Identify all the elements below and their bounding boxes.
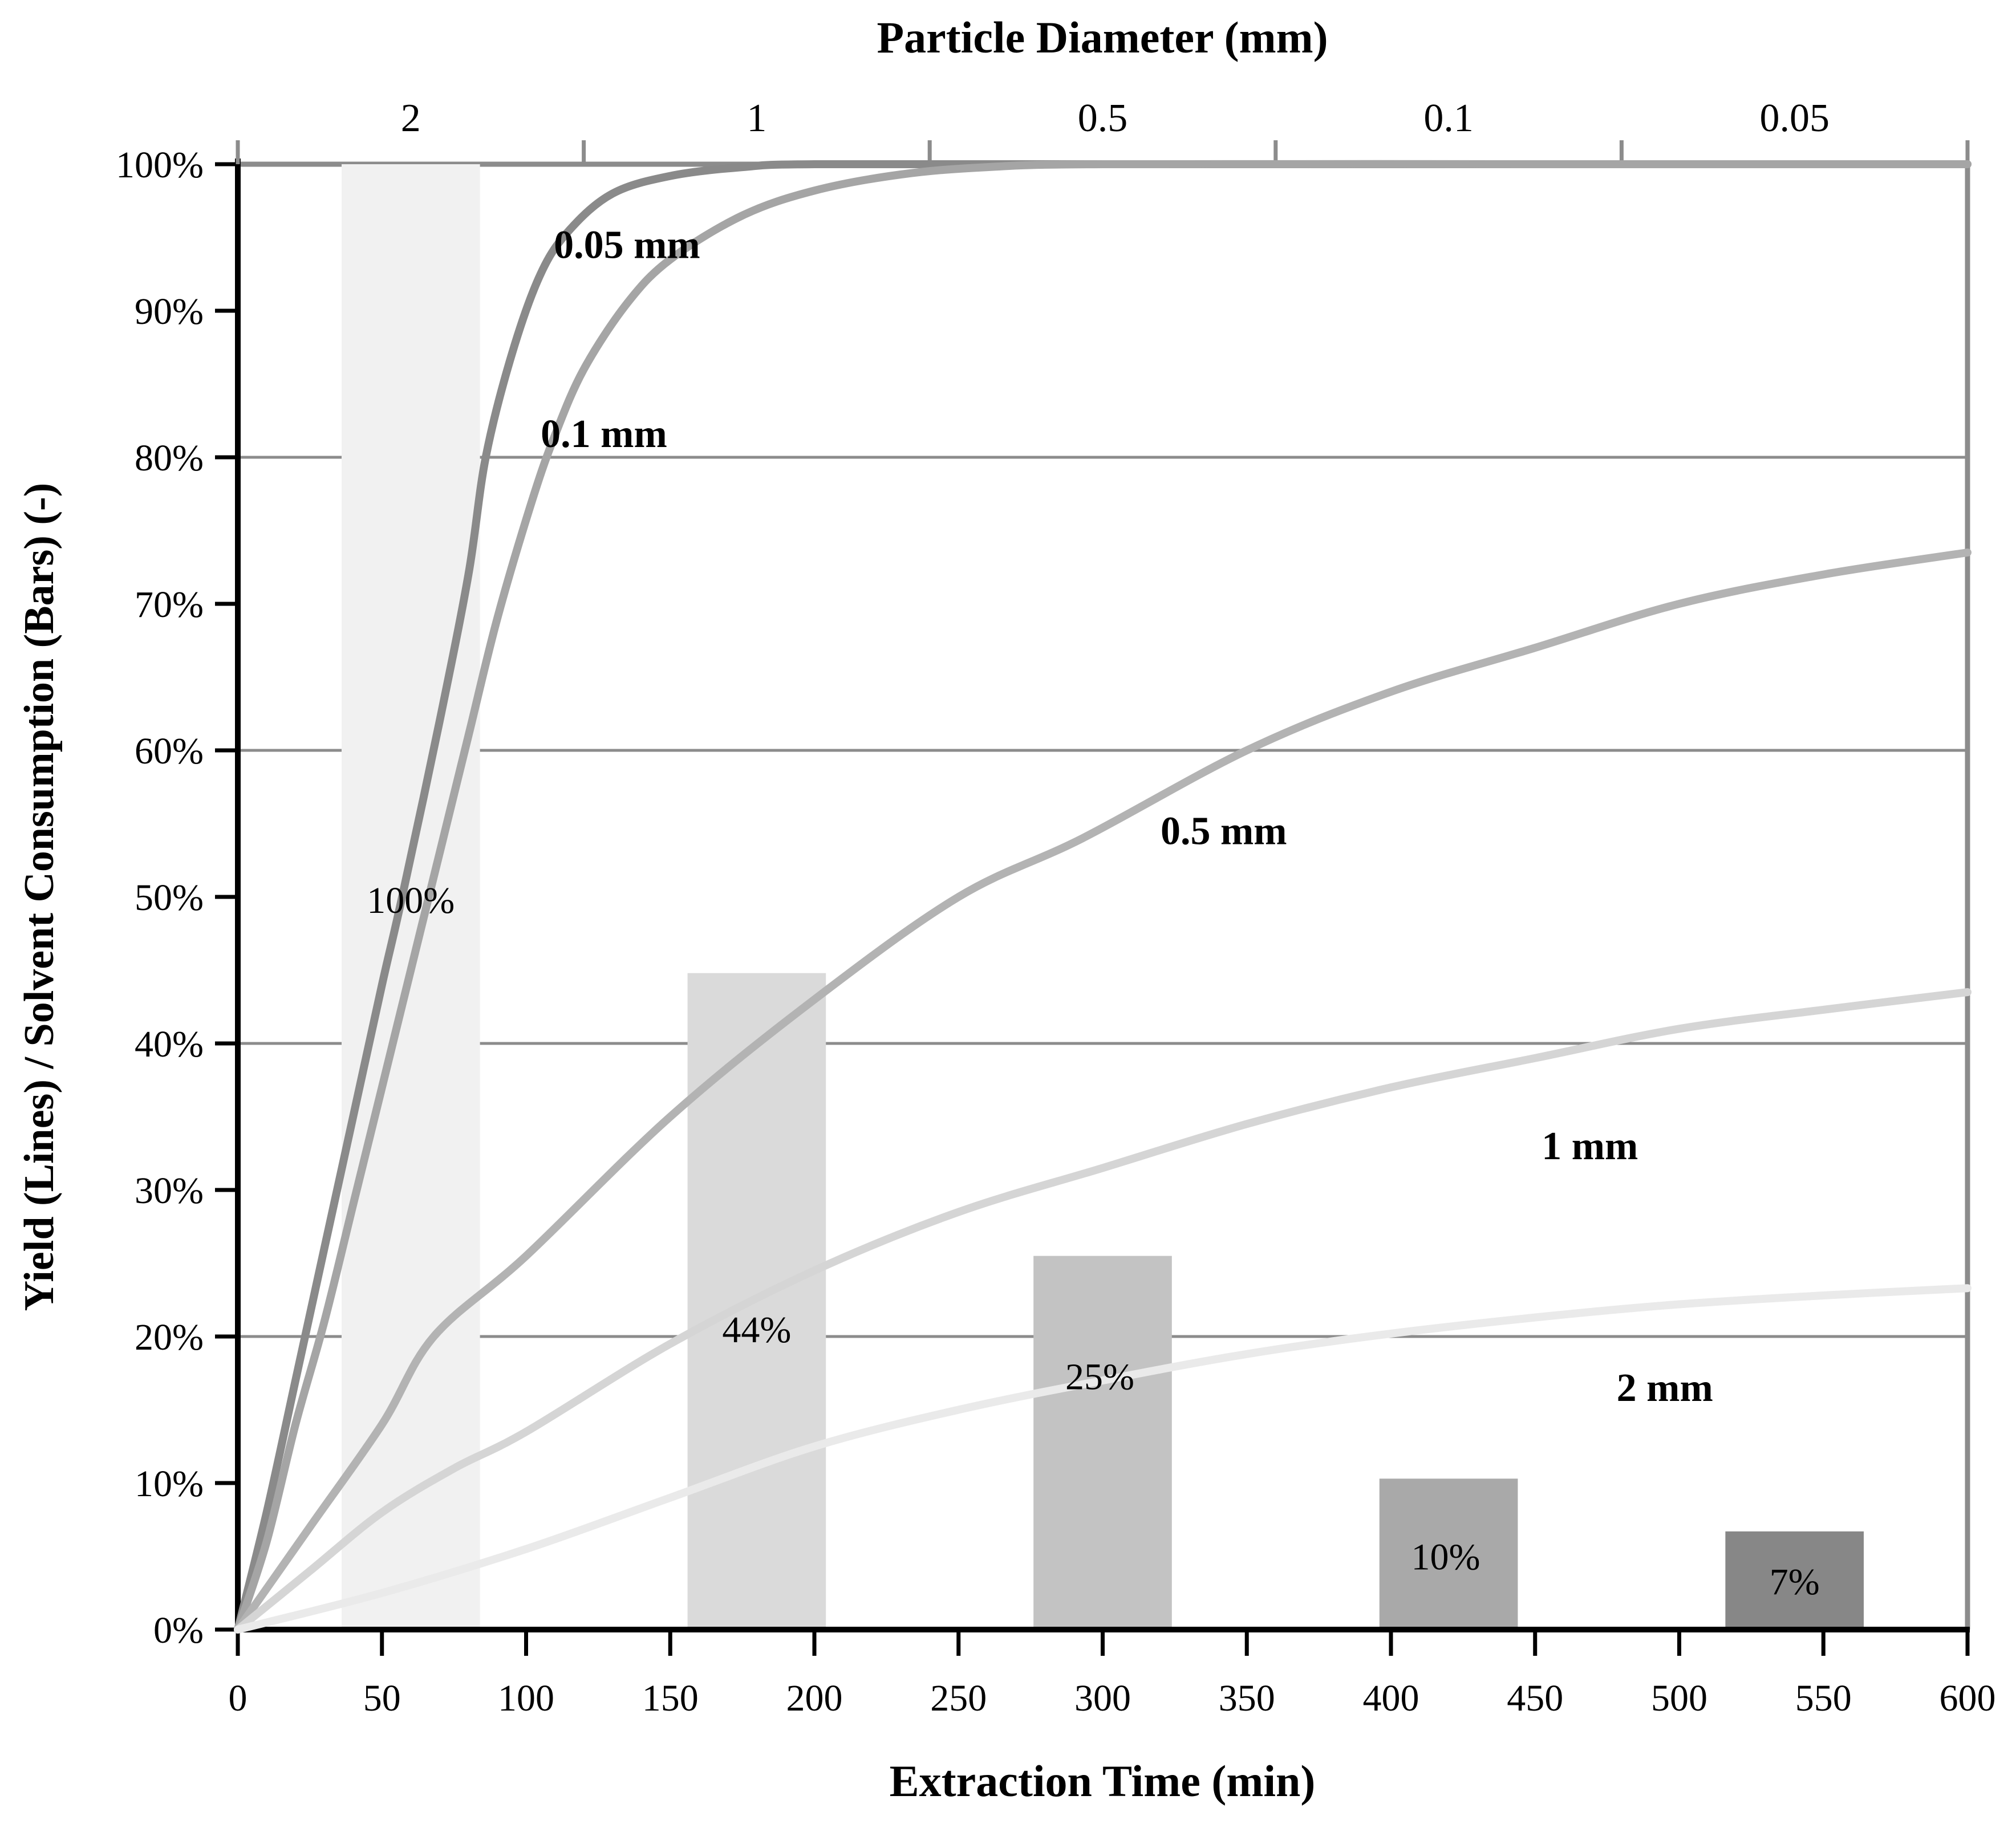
curve-label-0.1mm: 0.1 mm (541, 412, 667, 456)
y-tick-label-90: 90% (135, 291, 204, 332)
y-tick-label-50: 50% (135, 877, 204, 919)
x-tick-label-250: 250 (930, 1677, 987, 1719)
y-tick-label-30: 30% (135, 1170, 204, 1212)
top-axis-title: Particle Diameter (mm) (877, 13, 1328, 62)
bar-10% (1379, 1478, 1518, 1630)
curve-2mm (234, 1284, 1972, 1634)
x-tick-label-300: 300 (1074, 1677, 1131, 1719)
y-tick-label-0: 0% (153, 1610, 204, 1651)
bar-label-25%: 25% (1065, 1356, 1134, 1398)
y-tick-label-20: 20% (135, 1317, 204, 1358)
x-tick-label-200: 200 (786, 1677, 843, 1719)
x-tick-label-100: 100 (498, 1677, 554, 1719)
data-labels: 0.05 mm 0.1 mm 0.5 mm 1 mm 2 mm 100% 44% 25% 10%… (367, 223, 1819, 1603)
x-tick-label-350: 350 (1219, 1677, 1275, 1719)
y-tick-label-60: 60% (135, 730, 204, 772)
x-tick-label-50: 50 (363, 1677, 401, 1719)
gridlines (238, 161, 1968, 1338)
bar-label-44%: 44% (722, 1309, 791, 1351)
bar-label-10%: 10% (1411, 1537, 1480, 1578)
y-tick-label-100: 100% (116, 144, 204, 186)
bar-100% (341, 164, 480, 1630)
x-tick-label-550: 550 (1795, 1677, 1852, 1719)
top-tick-label-0.5: 0.5 (1078, 96, 1128, 140)
curve-label-2mm: 2 mm (1617, 1366, 1713, 1410)
y-tick-label-80: 80% (135, 437, 204, 479)
curve-0.5mm (234, 549, 1972, 1634)
yield-curves (234, 160, 1972, 1634)
top-tick-label-0.05: 0.05 (1759, 96, 1830, 140)
x-tick-label-600: 600 (1940, 1677, 1996, 1719)
top-tick-label-2: 2 (401, 96, 421, 140)
top-tick-label-1: 1 (747, 96, 766, 140)
y-tick-label-10: 10% (135, 1463, 204, 1505)
top-tick-label-0.1: 0.1 (1423, 96, 1474, 140)
curve-label-0.5mm: 0.5 mm (1161, 809, 1287, 853)
x-tick-label-450: 450 (1507, 1677, 1563, 1719)
y-axis-title: Yield (Lines) / Solvent Consumption (Bar… (16, 483, 63, 1311)
bar-label-100%: 100% (367, 880, 455, 921)
axes-and-ticks: 0 50 100 150 200 250 300 350 400 450 500 550 6000%10… (116, 96, 1995, 1719)
bar-25% (1033, 1256, 1172, 1630)
curve-label-0.05mm: 0.05 mm (554, 223, 700, 267)
bar-7% (1725, 1531, 1864, 1630)
curve-1mm (234, 988, 1972, 1634)
bar-label-7%: 7% (1770, 1561, 1820, 1603)
curve-label-1mm: 1 mm (1542, 1124, 1638, 1168)
solvent-bars (341, 164, 1864, 1630)
x-tick-label-0: 0 (229, 1677, 248, 1719)
x-tick-label-400: 400 (1363, 1677, 1419, 1719)
x-axis-title: Extraction Time (min) (890, 1756, 1316, 1806)
x-tick-label-150: 150 (642, 1677, 699, 1719)
y-tick-label-40: 40% (135, 1023, 204, 1065)
curve-0.1mm (234, 160, 1972, 1634)
y-tick-label-70: 70% (135, 584, 204, 625)
x-tick-label-500: 500 (1651, 1677, 1707, 1719)
